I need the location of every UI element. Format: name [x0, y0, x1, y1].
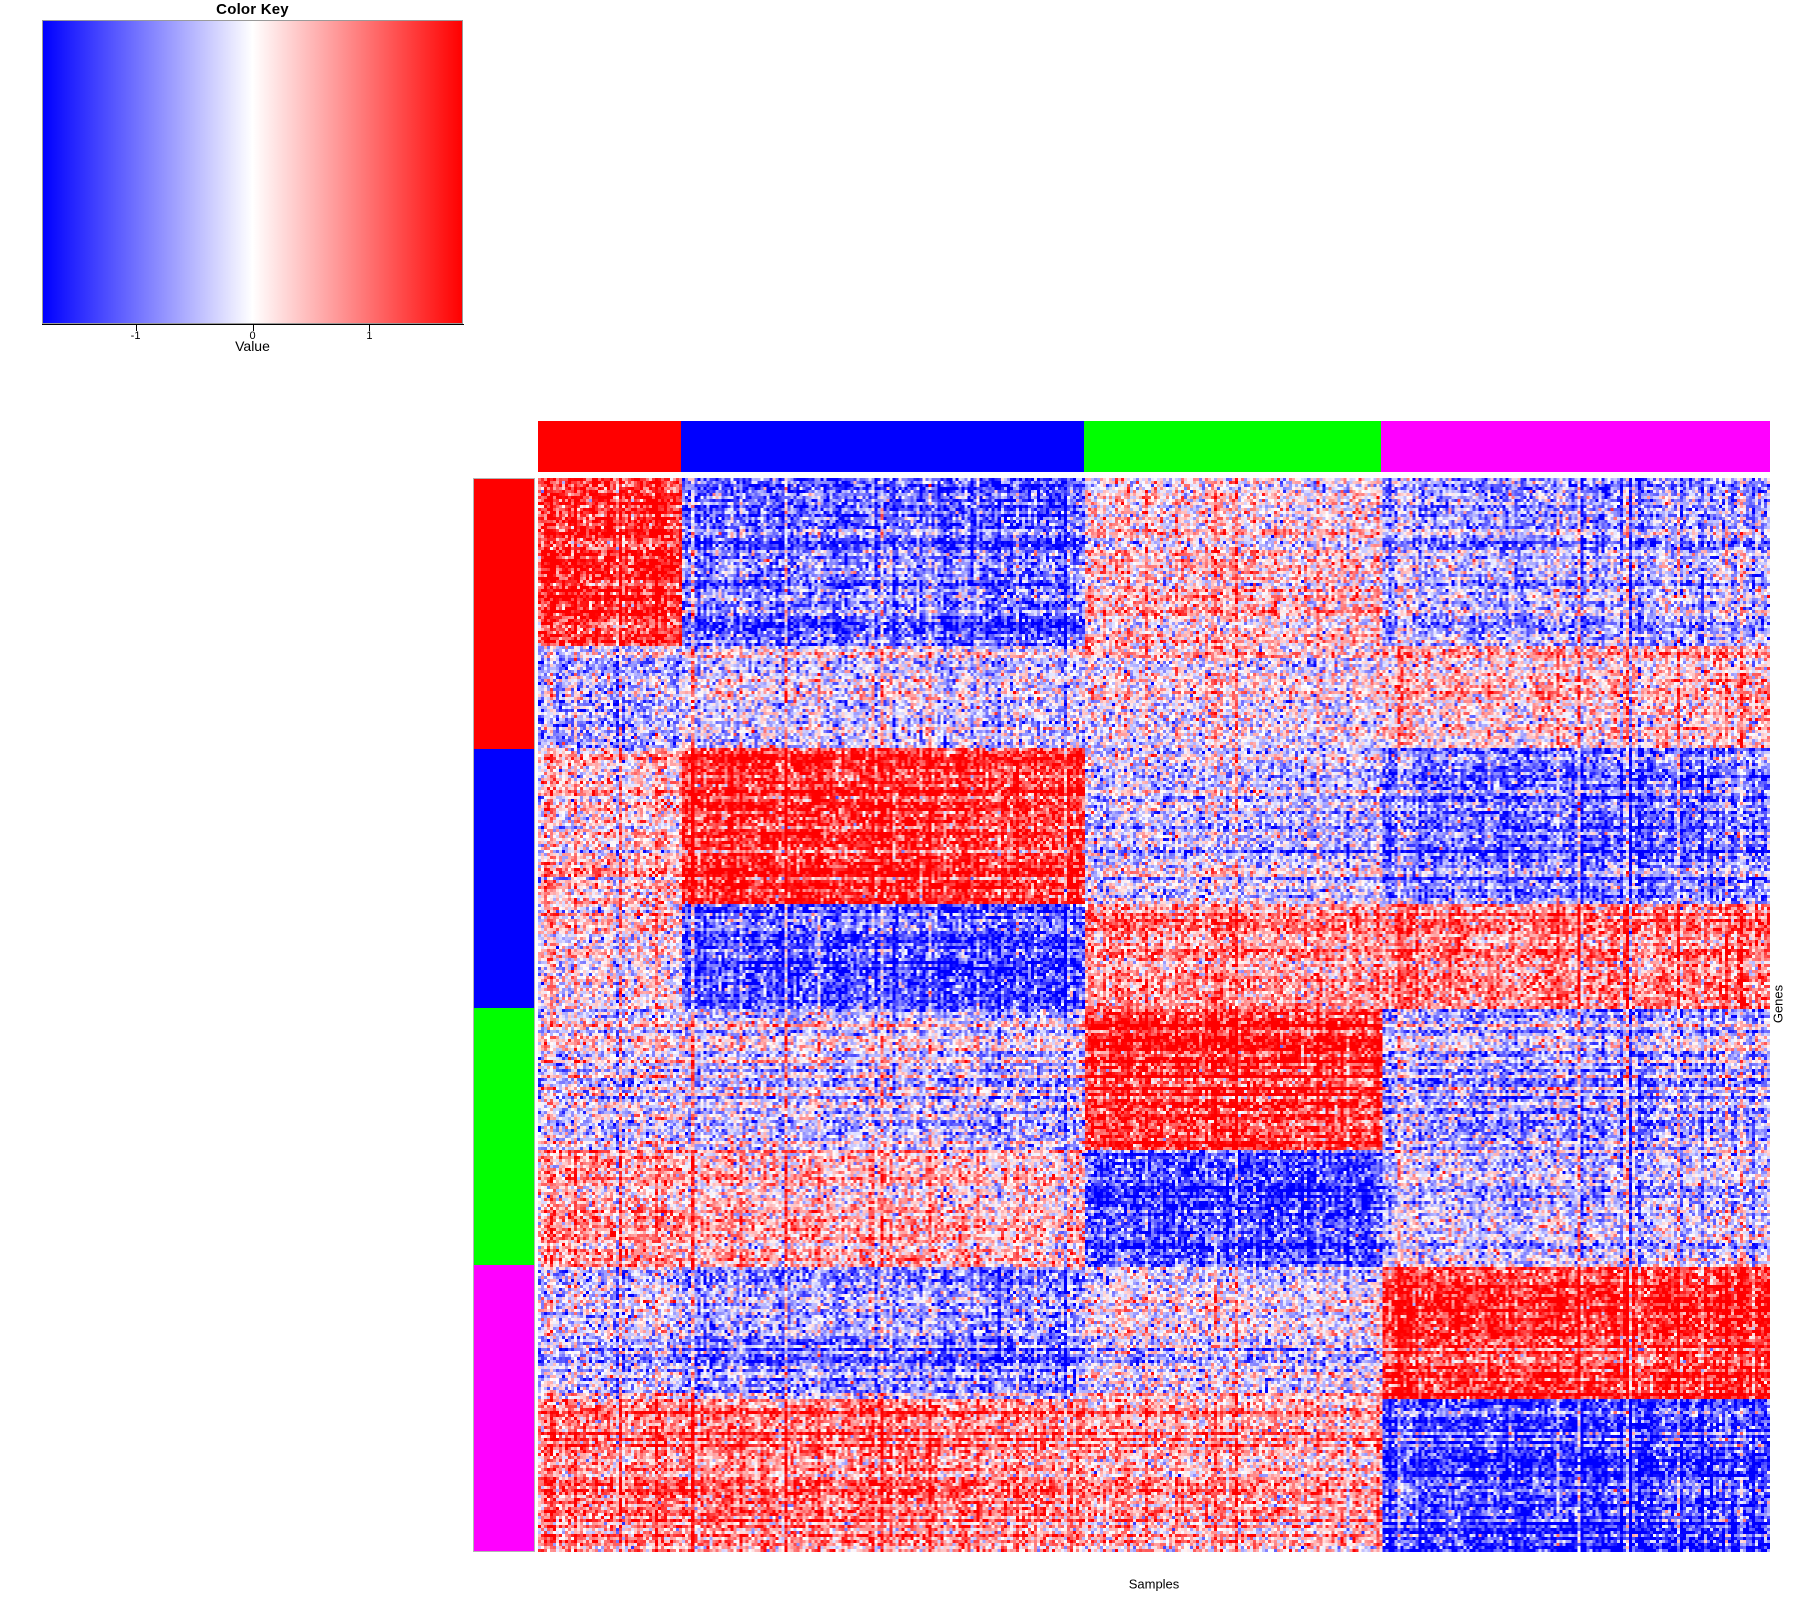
color-key-tick-label-0: -1: [130, 330, 141, 342]
gene-cluster-block-3: [474, 1008, 534, 1265]
color-key-tick-label-1: 0: [249, 330, 256, 342]
y-axis-label: Genes: [1770, 984, 1786, 1024]
color-key-tick-0: [135, 324, 137, 331]
color-key-tick-label-2: 1: [366, 330, 373, 342]
sample-cluster-block-2: [680, 421, 1085, 472]
gene-cluster-block-1: [474, 479, 534, 749]
sample-cluster-bar: [538, 421, 1770, 472]
sample-cluster-block-3: [1084, 421, 1382, 472]
color-key-axis-label: Value: [235, 338, 270, 354]
heatmap-matrix[interactable]: [538, 478, 1770, 1552]
sample-cluster-block-4: [1381, 421, 1770, 472]
sample-cluster-block-1: [538, 421, 681, 472]
color-key-panel: Color Key -1 0 1 Value: [0, 0, 500, 370]
color-key-tick-1: [252, 324, 254, 331]
x-axis-label: Samples: [1128, 1576, 1180, 1592]
color-key-gradient: [42, 20, 463, 324]
color-key-tick-2: [369, 324, 371, 331]
color-key-title: Color Key: [216, 1, 289, 18]
gene-cluster-bar: [473, 478, 535, 1552]
gene-cluster-block-4: [474, 1264, 534, 1551]
gene-cluster-block-2: [474, 748, 534, 1009]
